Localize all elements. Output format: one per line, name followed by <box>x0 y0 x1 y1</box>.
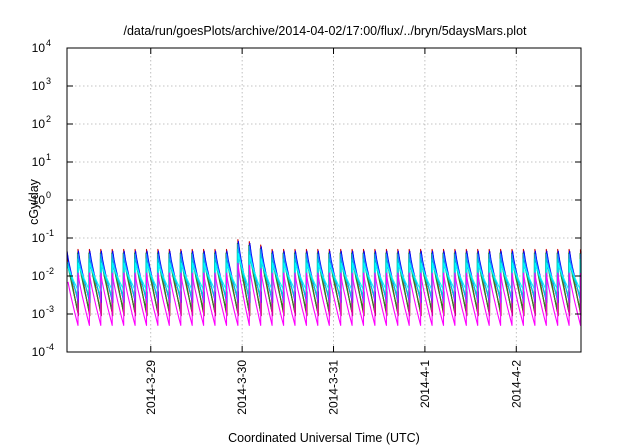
x-tick-label: 2014-3-30 <box>235 360 249 415</box>
y-tick-label: 10 <box>32 269 46 283</box>
y-axis-label: cGy/day <box>27 178 41 225</box>
y-tick-exponent: -2 <box>46 266 54 276</box>
x-tick-label: 2014-4-2 <box>509 360 523 408</box>
grid <box>67 48 581 352</box>
series-group <box>66 239 582 326</box>
y-tick-label: 10 <box>32 345 46 359</box>
y-tick-label: 10 <box>32 231 46 245</box>
y-tick-exponent: -4 <box>46 342 54 352</box>
y-tick-label: 10 <box>32 155 46 169</box>
y-tick-exponent: 4 <box>46 38 51 48</box>
x-tick-label: 2014-3-31 <box>327 360 341 415</box>
y-tick-exponent: 3 <box>46 76 51 86</box>
y-tick-label: 10 <box>32 41 46 55</box>
x-tick-label: 2014-4-1 <box>418 360 432 408</box>
y-tick-exponent: -3 <box>46 304 54 314</box>
x-tick-label: 2014-3-29 <box>144 360 158 415</box>
y-tick-label: 10 <box>32 307 46 321</box>
y-tick-exponent: 0 <box>46 190 51 200</box>
y-tick-label: 10 <box>32 117 46 131</box>
y-tick-label: 10 <box>32 79 46 93</box>
x-axis: 2014-3-29 2014-3-30 2014-3-31 2014-4-1 2014-… <box>144 48 523 415</box>
y-tick-label: 10 <box>32 193 46 207</box>
y-tick-exponent: 2 <box>46 114 51 124</box>
series-line <box>66 248 581 297</box>
y-tick-exponent: 1 <box>46 152 51 162</box>
y-tick-exponent: -1 <box>46 228 54 238</box>
series-line <box>66 252 582 292</box>
series-line <box>66 242 581 311</box>
x-axis-label: Coordinated Universal Time (UTC) <box>228 431 420 445</box>
chart-title: /data/run/goesPlots/archive/2014-04-02/1… <box>123 24 527 38</box>
series-line <box>67 262 582 326</box>
